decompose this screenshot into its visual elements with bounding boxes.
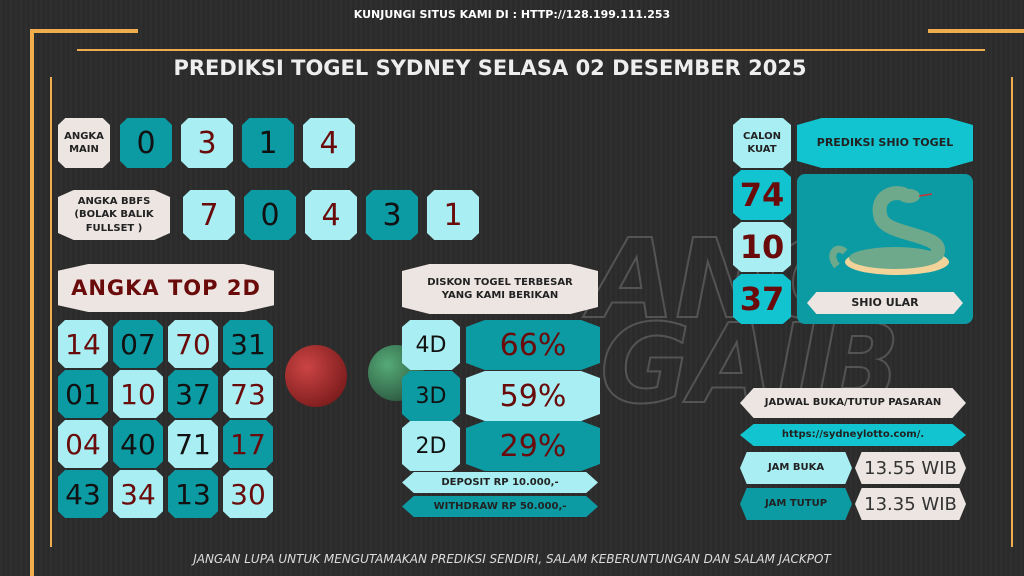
- deposit-info: DEPOSIT RP 10.000,-: [402, 472, 598, 493]
- top2d-number: 14: [58, 320, 108, 368]
- diskon-value-4d: 66%: [466, 320, 600, 370]
- top2d-number: 70: [168, 320, 218, 368]
- top2d-number: 13: [168, 470, 218, 518]
- top2d-number: 37: [168, 370, 218, 418]
- angka-main-label: ANGKA MAIN: [58, 118, 110, 168]
- calon-kuat-number: 10: [733, 222, 791, 272]
- snake-icon: [829, 186, 949, 275]
- angka-main-digit: 3: [181, 118, 233, 168]
- bbfs-digit: 1: [427, 190, 479, 240]
- top2d-number: 31: [223, 320, 273, 368]
- calon-kuat-number: 37: [733, 274, 791, 324]
- shio-name: SHIO ULAR: [807, 292, 963, 314]
- angka-main-digit: 1: [242, 118, 294, 168]
- top2d-number: 17: [223, 420, 273, 468]
- top2d-number: 04: [58, 420, 108, 468]
- angka-main-digit: 4: [303, 118, 355, 168]
- diskon-type-4d: 4D: [402, 320, 460, 370]
- bbfs-digit: 3: [366, 190, 418, 240]
- diskon-value-2d: 29%: [466, 421, 600, 471]
- page-title: PREDIKSI TOGEL SYDNEY SELASA 02 DESEMBER…: [173, 56, 807, 80]
- bbfs-digit: 0: [244, 190, 296, 240]
- frame-line: [30, 29, 34, 576]
- diskon-title: DISKON TOGEL TERBESAR YANG KAMI BERIKAN: [402, 264, 598, 314]
- frame-line: [30, 29, 138, 33]
- bbfs-label: ANGKA BBFS (BOLAK BALIK FULLSET ): [58, 190, 170, 240]
- top2d-number: 10: [113, 370, 163, 418]
- shio-card: SHIO ULAR: [797, 174, 973, 324]
- jam-buka-label: JAM BUKA: [740, 452, 852, 484]
- top2d-number: 01: [58, 370, 108, 418]
- shio-title: PREDIKSI SHIO TOGEL: [797, 118, 973, 168]
- ball-icon: [285, 345, 347, 407]
- top2d-label: ANGKA TOP 2D: [58, 264, 274, 312]
- diskon-type-2d: 2D: [402, 421, 460, 471]
- jadwal-title: JADWAL BUKA/TUTUP PASARAN: [740, 388, 966, 418]
- top2d-number: 73: [223, 370, 273, 418]
- calon-kuat-label: CALON KUAT: [733, 118, 791, 168]
- angka-main-digit: 0: [120, 118, 172, 168]
- top2d-number: 43: [58, 470, 108, 518]
- bbfs-digit: 7: [183, 190, 235, 240]
- calon-kuat-number: 74: [733, 170, 791, 220]
- jam-tutup-label: JAM TUTUP: [740, 488, 852, 520]
- jam-buka-time: 13.55 WIB: [855, 452, 966, 484]
- withdraw-info: WITHDRAW RP 50.000,-: [402, 496, 598, 517]
- diskon-value-3d: 59%: [466, 371, 600, 421]
- top2d-number: 71: [168, 420, 218, 468]
- diskon-type-3d: 3D: [402, 371, 460, 421]
- top2d-number: 30: [223, 470, 273, 518]
- jadwal-url[interactable]: https://sydneylotto.com/.: [740, 424, 966, 446]
- bbfs-digit: 4: [305, 190, 357, 240]
- top2d-number: 07: [113, 320, 163, 368]
- frame-line: [77, 49, 985, 51]
- top2d-number: 34: [113, 470, 163, 518]
- top2d-number: 40: [113, 420, 163, 468]
- footer-text: JANGAN LUPA UNTUK MENGUTAMAKAN PREDIKSI …: [193, 552, 831, 566]
- jam-tutup-time: 13.35 WIB: [855, 488, 966, 520]
- frame-line: [928, 29, 1024, 33]
- frame-line: [1011, 77, 1013, 547]
- visit-text: KUNJUNGI SITUS KAMI DI : HTTP://128.199.…: [353, 8, 671, 21]
- frame-line: [50, 77, 52, 547]
